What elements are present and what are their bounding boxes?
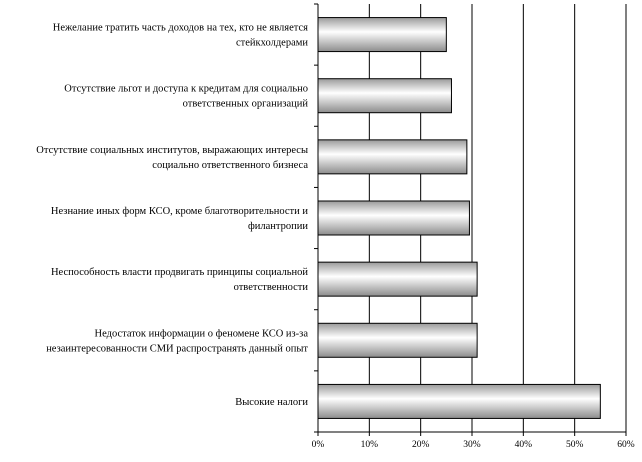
category-label: Неспособность власти продвигать принципы…	[51, 267, 308, 278]
bar	[317, 200, 470, 236]
category-label: стейкхолдерами	[236, 38, 308, 49]
bar	[317, 383, 601, 419]
x-tick-label: 10%	[361, 440, 379, 450]
bar	[317, 139, 468, 175]
category-labels: Нежелание тратить часть доходов на тех, …	[36, 23, 308, 408]
x-tick-label: 60%	[617, 440, 635, 450]
category-label: ответственности	[234, 282, 309, 293]
x-tick-labels: 0% 10% 20% 30% 40% 50% 60%	[312, 440, 635, 450]
category-label: Отсутствие льгот и доступа к кредитам дл…	[64, 84, 308, 95]
gridlines	[368, 4, 627, 432]
axes	[314, 3, 627, 436]
category-label: филантропии	[248, 221, 308, 232]
bar	[317, 322, 478, 358]
bar	[317, 261, 478, 297]
x-tick-label: 50%	[566, 440, 584, 450]
category-label: Незнание иных форм КСО, кроме благотвори…	[51, 206, 308, 217]
category-label: социально ответственного бизнеса	[152, 160, 308, 171]
category-label: Отсутствие социальных институтов, выража…	[36, 145, 308, 156]
bar	[317, 78, 452, 114]
bars	[317, 17, 601, 419]
category-label: Недостаток информации о феномене КСО из-…	[95, 328, 309, 339]
x-tick-label: 20%	[412, 440, 430, 450]
x-tick-label: 0%	[312, 440, 325, 450]
x-tick-label: 40%	[515, 440, 533, 450]
category-label: незаинтересованности СМИ распространять …	[46, 343, 308, 354]
category-label: Нежелание тратить часть доходов на тех, …	[53, 23, 308, 34]
category-label: Высокие налоги	[235, 397, 308, 408]
bar	[317, 17, 447, 53]
category-label: ответственных организаций	[183, 99, 309, 110]
x-tick-label: 30%	[463, 440, 481, 450]
